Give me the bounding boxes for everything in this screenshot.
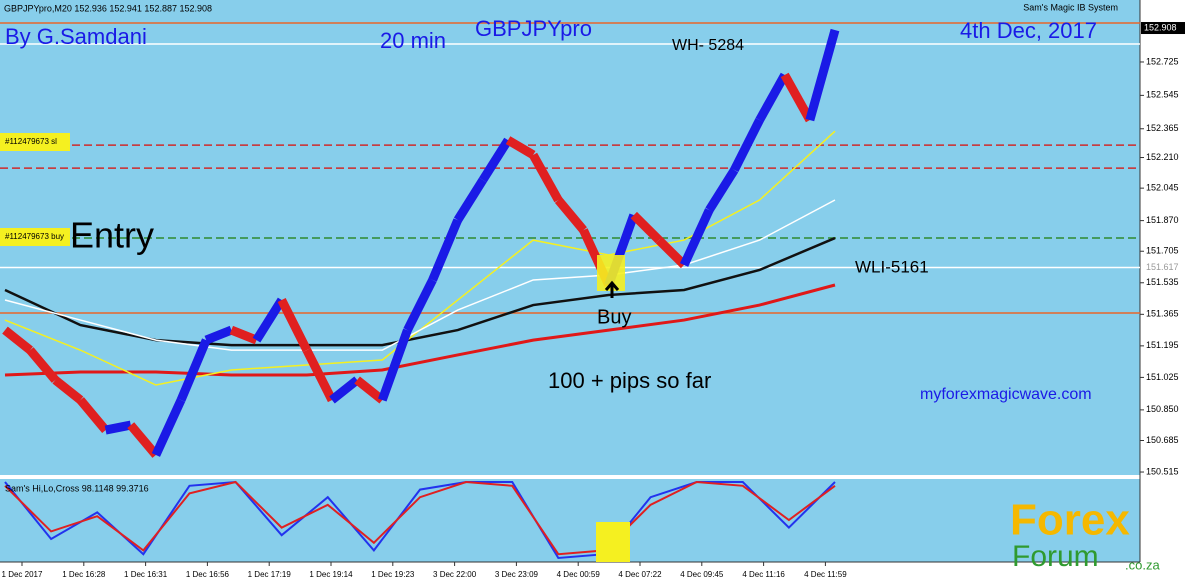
current-price: 152.908 <box>1144 22 1177 32</box>
price-segment <box>428 218 462 282</box>
x-tick-label: 1 Dec 19:14 <box>309 570 353 579</box>
x-tick-label: 1 Dec 19:23 <box>371 570 415 579</box>
watermark: .co.za <box>1125 557 1160 572</box>
x-tick-label: 3 Dec 22:00 <box>433 570 477 579</box>
symbol: GBPJPYpro <box>475 16 592 41</box>
price-segment <box>554 197 587 233</box>
price-segment <box>453 177 487 223</box>
y-tick-label: 152.210 <box>1146 152 1179 162</box>
price-segment <box>176 338 211 402</box>
x-tick-label: 4 Dec 07:22 <box>618 570 662 579</box>
moving-average <box>4 199 836 351</box>
x-tick-label: 4 Dec 11:16 <box>742 570 785 579</box>
price-segment <box>403 277 437 333</box>
price-segment <box>354 376 386 404</box>
price-segment <box>705 167 739 213</box>
order-label: #112479673 buy <box>5 232 64 241</box>
indicator-name: Sam's Magic IB System <box>1023 2 1118 12</box>
price-segment <box>277 298 311 353</box>
watermark: Forum <box>1012 540 1099 573</box>
y-tick-label: 151.365 <box>1146 309 1179 319</box>
y-tick-label: 150.685 <box>1146 435 1179 445</box>
moving-average <box>4 283 836 377</box>
price-segment <box>378 328 412 402</box>
order-tag <box>0 133 70 151</box>
y-tick-label: 151.705 <box>1146 246 1179 256</box>
x-tick-label: 1 Dec 16:28 <box>62 570 106 579</box>
price-segment <box>329 376 360 404</box>
price-segment <box>302 348 336 403</box>
price-segment <box>755 72 789 123</box>
current-price-box <box>1141 22 1185 35</box>
price-segment <box>2 326 33 354</box>
y-tick-label: 151.195 <box>1146 340 1179 350</box>
x-tick-label: 1 Dec 16:31 <box>124 570 168 579</box>
y-tick-label: 151.870 <box>1146 215 1179 225</box>
timeframe: 20 min <box>380 28 446 53</box>
level-label: 151.617 <box>1146 262 1179 272</box>
price-segment <box>479 137 512 183</box>
price-segment <box>805 28 840 122</box>
x-tick-label: 1 Dec 17:19 <box>248 570 292 579</box>
oscillator-line <box>4 480 836 556</box>
x-tick-label: 1 Dec 16:56 <box>186 570 230 579</box>
y-tick-label: 151.535 <box>1146 277 1179 287</box>
x-tick-label: 3 Dec 23:09 <box>495 570 539 579</box>
price-segment <box>780 72 814 123</box>
date: 4th Dec, 2017 <box>960 18 1097 43</box>
price-segment <box>127 422 160 458</box>
annotation: Buy <box>597 306 631 328</box>
watermark: Forex <box>1010 496 1130 545</box>
y-tick-label: 150.850 <box>1146 404 1179 414</box>
y-tick-label: 152.725 <box>1146 56 1179 66</box>
annotation: WH- 5284 <box>672 37 744 54</box>
plot-background <box>0 0 1140 562</box>
y-tick-label: 151.025 <box>1146 372 1179 382</box>
y-tick-label: 150.515 <box>1146 466 1179 476</box>
header: GBPJPYpro,M20 152.936 152.941 152.887 15… <box>4 3 212 13</box>
price-segment <box>151 398 186 457</box>
osc-highlight <box>596 522 630 562</box>
x-tick-label: 4 Dec 11:59 <box>804 570 847 579</box>
y-tick-label: 152.365 <box>1146 123 1179 133</box>
annotation: 100 + pips so far <box>548 368 711 393</box>
osc-label: Sam's Hi,Lo,Cross 98.1148 99.3716 <box>5 483 149 493</box>
buy-arrow <box>604 280 620 298</box>
price-segment <box>630 211 663 244</box>
y-tick-label: 152.045 <box>1146 183 1179 193</box>
price-segment <box>505 136 536 159</box>
price-segment <box>52 376 84 404</box>
panel-separator <box>0 475 1140 479</box>
annotation: myforexmagicwave.com <box>920 386 1092 403</box>
x-tick-label: 4 Dec 00:59 <box>557 570 601 579</box>
y-tick-label: 152.545 <box>1146 90 1179 100</box>
annotation: WLI-5161 <box>855 257 929 276</box>
x-tick-label: 4 Dec 09:45 <box>680 570 724 579</box>
price-segment <box>229 325 259 345</box>
price-segment <box>26 347 59 383</box>
price-segment <box>655 236 688 269</box>
price-segment <box>730 118 764 172</box>
price-segment <box>104 420 132 435</box>
author: By G.Samdani <box>5 24 147 49</box>
order-label: #112479673 sl <box>5 137 57 146</box>
price-segment <box>204 325 234 345</box>
annotation: Entry <box>70 215 154 256</box>
price-segment <box>529 152 563 203</box>
price-segment <box>252 297 286 343</box>
order-tag <box>0 228 70 246</box>
price-segment <box>679 208 714 267</box>
moving-average <box>4 236 836 347</box>
x-tick-label: 1 Dec 2017 <box>2 570 43 579</box>
price-segment <box>77 397 110 433</box>
